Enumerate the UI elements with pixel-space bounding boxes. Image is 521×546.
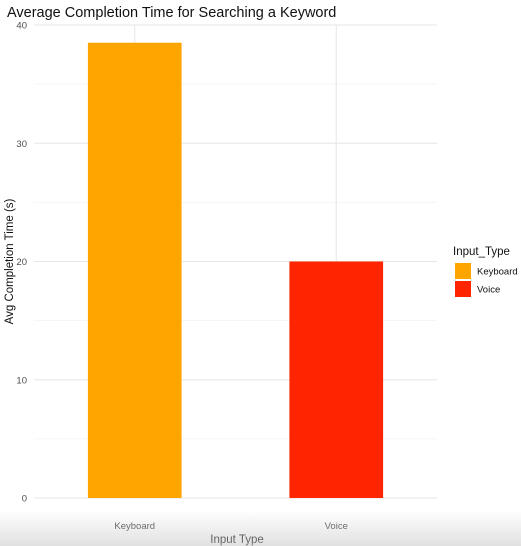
bars <box>87 42 384 499</box>
legend: Input_Type Keyboard Voice <box>453 246 518 297</box>
legend-items: Keyboard Voice <box>455 263 518 297</box>
legend-label: Keyboard <box>477 267 518 278</box>
x-tick-label: Keyboard <box>114 521 155 532</box>
legend-label: Voice <box>477 285 500 296</box>
bar-keyboard <box>87 42 182 499</box>
legend-swatch <box>455 263 471 279</box>
y-tick-label: 20 <box>16 257 27 268</box>
legend-title: Input_Type <box>453 246 510 258</box>
x-tick-label: Voice <box>325 521 348 532</box>
y-tick-label: 30 <box>16 139 27 150</box>
y-tick-label: 0 <box>22 494 27 505</box>
legend-swatch <box>455 281 471 297</box>
x-axis-label: Input Type <box>210 534 264 546</box>
y-tick-label: 10 <box>16 375 27 386</box>
y-axis-label: Avg Completion Time (s) <box>4 198 16 324</box>
y-axis: 0 10 20 30 40 <box>16 21 27 505</box>
y-tick-label: 40 <box>16 21 27 32</box>
bar-voice <box>289 261 384 498</box>
chart-title: Average Completion Time for Searching a … <box>7 5 336 21</box>
